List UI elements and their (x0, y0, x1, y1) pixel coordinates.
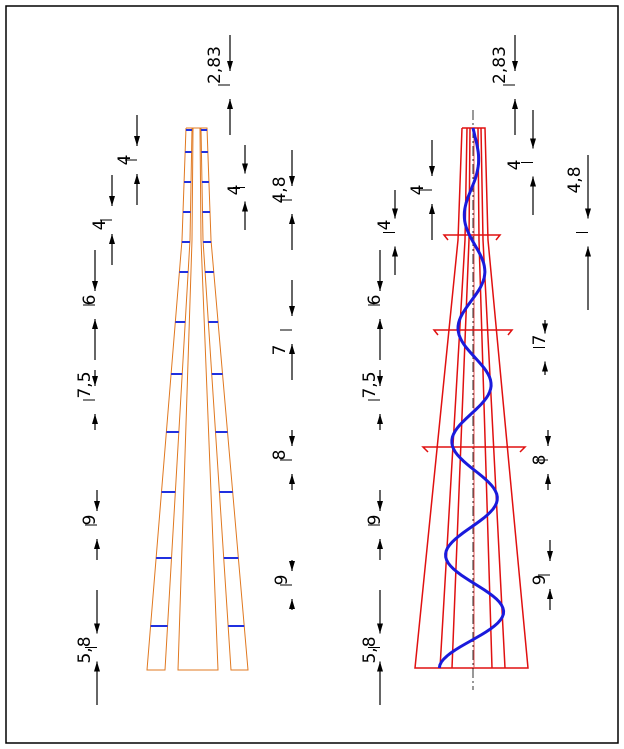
arrow (242, 201, 248, 212)
arrow (545, 436, 551, 446)
dimension-label: 9 (365, 515, 385, 526)
arrow (289, 436, 295, 446)
arrow (289, 306, 295, 316)
arrow (289, 344, 295, 354)
arrow (377, 539, 383, 549)
dimension-label: 7,5 (75, 371, 95, 398)
dimension-label: 4 (408, 185, 428, 196)
arrow (134, 174, 140, 184)
arrow (289, 214, 295, 224)
arrow (512, 61, 518, 71)
deformation-curve (437, 127, 506, 669)
arrow (377, 281, 383, 291)
dimension-label: 5,8 (75, 636, 95, 663)
dimension-label: 7,5 (360, 371, 380, 398)
arrow (392, 246, 398, 257)
dimension-label: 7 (270, 345, 290, 356)
left-tower (146, 127, 249, 671)
dimension-label: 5,8 (360, 636, 380, 663)
arrow (512, 99, 518, 109)
dimension-label: 9 (272, 575, 292, 586)
dimension-label: 4 (90, 220, 110, 231)
arrow (94, 661, 100, 672)
arrow (289, 561, 295, 571)
dimension-label: 2,83 (490, 46, 510, 84)
arrow (530, 138, 536, 149)
dimension-label: 2,83 (205, 46, 225, 84)
arrow (377, 414, 383, 424)
dimension-label: 4 (375, 220, 395, 231)
arrow (392, 208, 398, 219)
arrow (429, 166, 435, 176)
arrow (227, 99, 233, 109)
arrow (542, 361, 548, 372)
diaphragms (150, 129, 245, 627)
arrow (289, 599, 295, 609)
arrow (92, 414, 98, 424)
arrow (94, 539, 100, 549)
arrow (242, 163, 248, 174)
dimension-label: 8 (270, 450, 290, 461)
arrow (377, 501, 383, 511)
arrow (92, 376, 98, 386)
dimension-label: 4 (225, 185, 245, 196)
arrow (377, 623, 383, 634)
arrow (585, 208, 591, 219)
arrow (289, 474, 295, 484)
arrow (542, 323, 548, 334)
arrow (547, 551, 553, 561)
arrow (377, 319, 383, 329)
arrow (109, 196, 115, 206)
dimension-label: 4 (505, 160, 525, 171)
frame (5, 5, 619, 744)
arrow (545, 474, 551, 484)
dimension-label: 9 (80, 515, 100, 526)
dimension-label: 4,8 (565, 166, 585, 193)
dimension-label: 6 (80, 295, 100, 306)
dimension-label: 6 (365, 295, 385, 306)
arrow (227, 61, 233, 71)
dimension-label: 4 (115, 155, 135, 166)
dimension-label: 8 (530, 455, 550, 466)
arrow (530, 176, 536, 187)
arrow (134, 136, 140, 146)
arrow (377, 661, 383, 672)
arrow (289, 176, 295, 186)
arrow (94, 623, 100, 634)
arrow (429, 204, 435, 214)
arrow (585, 246, 591, 257)
dimension-label: 9 (530, 575, 550, 586)
dimension-label: 7 (530, 335, 550, 346)
arrow (547, 589, 553, 599)
arrow (377, 376, 383, 386)
dimensions: 4 4 6 7,5 9 5,8 2,83 4 4,8 7 8 9 4 4 6 7,5 9 5,8 2,83 4 4,8 7… (75, 35, 591, 705)
arrow (92, 281, 98, 291)
arrow (109, 234, 115, 244)
arrow (92, 319, 98, 329)
dimension-label: 4,8 (270, 176, 290, 203)
arrow (94, 501, 100, 511)
